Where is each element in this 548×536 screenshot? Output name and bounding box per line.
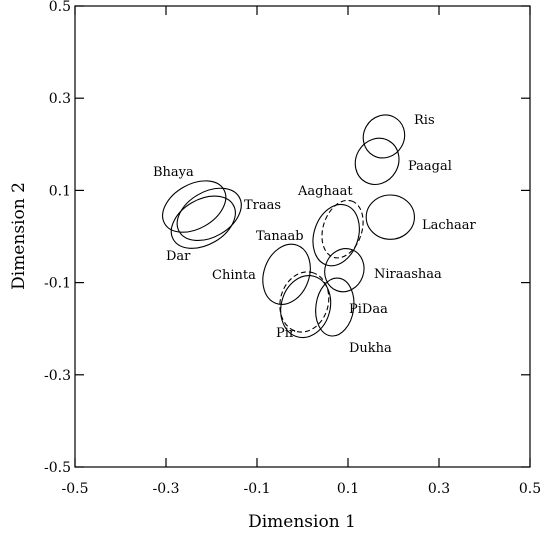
- point-label-lachaar: Lachaar: [422, 218, 477, 233]
- confidence-ellipses: [162, 114, 415, 339]
- y-axis-title: Dimension 2: [9, 182, 29, 290]
- ellipse-aaghaat: [312, 203, 360, 267]
- ellipse-dar: [170, 195, 236, 249]
- point-label-tanaab: Tanaab: [256, 229, 304, 244]
- y-tick-label: 0.3: [49, 91, 71, 107]
- x-tick-label: -0.5: [62, 481, 89, 497]
- point-label-dar: Dar: [166, 249, 191, 264]
- y-tick-label: 0.5: [49, 0, 71, 15]
- point-label-paagal: Paagal: [408, 159, 452, 174]
- point-label-pir: Pir: [276, 326, 296, 341]
- ellipse-dukha: [315, 277, 355, 337]
- ellipse-pidaa: [279, 271, 330, 333]
- ellipse-lachaar: [365, 194, 415, 240]
- point-label-ris: Ris: [414, 113, 435, 128]
- point-label-traas: Traas: [244, 198, 281, 213]
- ellipse-pir: [280, 275, 332, 339]
- x-tick-label: 0.1: [337, 481, 359, 497]
- ellipse-traas: [176, 187, 242, 242]
- ellipse-ris: [362, 114, 406, 159]
- point-label-bhaya: Bhaya: [153, 165, 194, 180]
- y-tick-label: -0.3: [44, 368, 71, 384]
- y-tick-label: -0.5: [44, 460, 71, 476]
- point-label-pidaa: PiDaa: [349, 302, 388, 317]
- plot-frame: [74, 5, 531, 468]
- point-label-dukha: Dukha: [349, 341, 392, 356]
- y-tick-label: 0.1: [49, 183, 71, 199]
- point-label-aaghaat: Aaghaat: [297, 184, 353, 199]
- point-labels: Ris Paagal Aaghaat Lachaar Bhaya Traas Dar Chin…: [153, 113, 477, 356]
- ellipse-aaghaat: [321, 199, 364, 259]
- point-label-niraashaa: Niraashaa: [374, 267, 442, 282]
- ellipse-chinta: [262, 243, 311, 305]
- axis-ticks: -0.5 -0.3 -0.1 0.1 0.3 0.5 0.5 0.3 0.1 -0.1 -0.3 -0…: [44, 0, 541, 497]
- x-tick-label: 0.3: [428, 481, 450, 497]
- point-label-chinta: Chinta: [212, 268, 256, 283]
- x-tick-label: -0.1: [244, 481, 271, 497]
- x-axis-title: Dimension 1: [248, 512, 356, 532]
- ellipse-bhaya: [162, 180, 227, 233]
- y-tick-label: -0.1: [44, 276, 71, 292]
- ellipse-niraashaa: [324, 248, 365, 293]
- x-tick-label: 0.5: [519, 481, 541, 497]
- x-tick-label: -0.3: [153, 481, 180, 497]
- ellipse-paagal: [354, 137, 400, 185]
